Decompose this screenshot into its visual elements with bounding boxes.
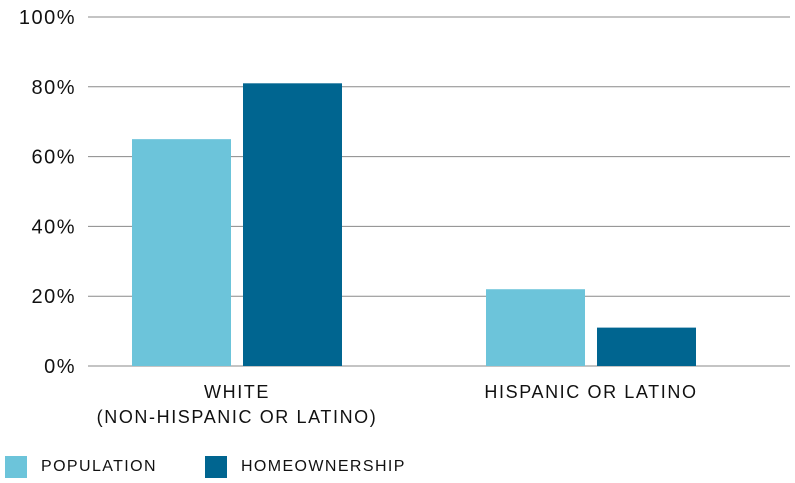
legend: POPULATION HOMEOWNERSHIP (5, 456, 454, 478)
bar-population-0 (132, 139, 231, 366)
y-tick-label: 80% (31, 77, 76, 99)
legend-item-homeownership: HOMEOWNERSHIP (204, 456, 406, 478)
category-label: WHITE (204, 382, 270, 402)
legend-label-population: POPULATION (41, 458, 157, 475)
bar-population-1 (486, 289, 585, 366)
bars (132, 83, 696, 366)
bar-homeownership-0 (243, 83, 342, 366)
bar-chart: 0% 20% 40% 60% 80% 100% WHITE (NON-HISPANIC OR… (19, 7, 790, 427)
y-tick-label: 40% (31, 216, 76, 238)
x-axis-category-labels: WHITE (NON-HISPANIC OR LATINO) HISPANIC OR… (97, 382, 697, 427)
y-tick-label: 0% (44, 356, 76, 378)
y-tick-label: 100% (19, 7, 76, 29)
y-tick-label: 20% (31, 286, 76, 308)
category-label: (NON-HISPANIC OR LATINO) (97, 407, 378, 427)
legend-label-homeownership: HOMEOWNERSHIP (240, 458, 406, 475)
legend-swatch-homeownership (204, 456, 227, 478)
category-label: HISPANIC OR LATINO (484, 382, 697, 402)
bar-homeownership-1 (597, 327, 696, 366)
y-axis-tick-labels: 0% 20% 40% 60% 80% 100% (19, 7, 76, 378)
y-tick-label: 60% (31, 147, 76, 169)
legend-swatch-population (5, 456, 27, 478)
legend-item-population: POPULATION (5, 456, 157, 478)
